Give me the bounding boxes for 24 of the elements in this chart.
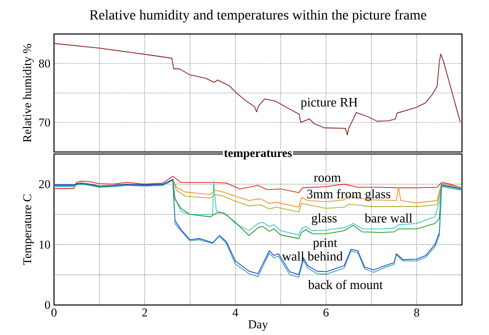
y-tick-label: 80 bbox=[38, 59, 50, 68]
chart-title: temperatures bbox=[224, 150, 292, 160]
series-label: 3mm from glass bbox=[307, 189, 390, 202]
y-tick-label: 0 bbox=[44, 300, 50, 310]
series-label: bare wall bbox=[364, 213, 412, 223]
x-tick-label: 0 bbox=[51, 308, 57, 317]
chart-title: Relative humidity and temperatures within the picture frame bbox=[90, 10, 426, 23]
x-tick-label: 6 bbox=[324, 308, 329, 317]
y-tick-label: 10 bbox=[40, 240, 50, 249]
x-axis-title: Day bbox=[248, 320, 268, 331]
y-axis-title: Relative humidity % bbox=[22, 44, 34, 142]
line-series bbox=[54, 43, 461, 136]
series-label: back of mount bbox=[308, 280, 383, 290]
y-tick-label: 20 bbox=[39, 180, 50, 188]
series-label: wall behind bbox=[282, 252, 343, 261]
x-tick-label: 8 bbox=[414, 308, 420, 317]
y-axis-title: Temperature C bbox=[23, 194, 34, 265]
series-label: print bbox=[313, 238, 338, 250]
x-tick-label: 4 bbox=[232, 308, 238, 316]
series-label: glass bbox=[312, 213, 337, 226]
y-tick-label: 70 bbox=[39, 118, 50, 127]
series-label: picture RH bbox=[300, 98, 358, 110]
x-tick-label: 2 bbox=[142, 308, 147, 316]
series-label: room bbox=[314, 176, 341, 182]
